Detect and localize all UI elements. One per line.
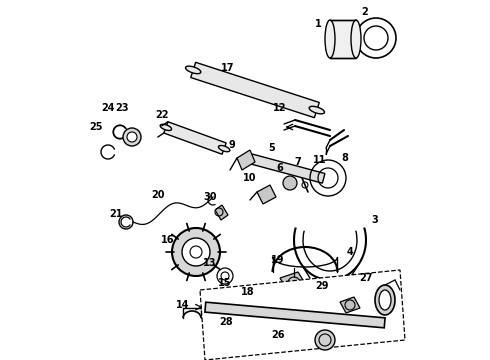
Polygon shape (257, 185, 276, 204)
Polygon shape (249, 298, 275, 319)
Text: 14: 14 (176, 300, 190, 310)
Polygon shape (225, 292, 241, 308)
Text: 12: 12 (273, 103, 287, 113)
Text: 8: 8 (342, 153, 348, 163)
Text: 3: 3 (371, 215, 378, 225)
Polygon shape (340, 297, 360, 313)
Ellipse shape (309, 106, 324, 114)
Ellipse shape (160, 124, 172, 131)
Text: 15: 15 (218, 278, 232, 288)
Text: 19: 19 (271, 255, 285, 265)
Text: 7: 7 (294, 157, 301, 167)
Text: 21: 21 (109, 209, 123, 219)
Ellipse shape (219, 145, 230, 152)
Text: 16: 16 (161, 235, 175, 245)
Text: 9: 9 (229, 140, 235, 150)
Ellipse shape (379, 290, 391, 310)
Text: 11: 11 (313, 155, 327, 165)
Text: 29: 29 (315, 281, 329, 291)
Text: 27: 27 (359, 273, 373, 283)
Polygon shape (205, 302, 385, 328)
Ellipse shape (351, 20, 361, 58)
Text: 26: 26 (271, 330, 285, 340)
Polygon shape (245, 153, 325, 183)
Text: 1: 1 (315, 19, 321, 29)
Text: 23: 23 (115, 103, 129, 113)
Circle shape (172, 228, 220, 276)
Text: 25: 25 (89, 122, 103, 132)
Text: 4: 4 (346, 247, 353, 257)
Polygon shape (191, 62, 319, 118)
Ellipse shape (186, 66, 201, 74)
Ellipse shape (325, 20, 335, 58)
Text: 6: 6 (277, 163, 283, 173)
Circle shape (123, 128, 141, 146)
Text: 13: 13 (203, 258, 217, 268)
Circle shape (283, 176, 297, 190)
Polygon shape (237, 150, 255, 170)
Text: 24: 24 (101, 103, 115, 113)
Text: 18: 18 (241, 287, 255, 297)
Text: 28: 28 (219, 317, 233, 327)
Text: 10: 10 (243, 173, 257, 183)
Circle shape (315, 330, 335, 350)
Polygon shape (215, 205, 228, 220)
Text: 30: 30 (203, 192, 217, 202)
Text: 5: 5 (269, 143, 275, 153)
Polygon shape (280, 272, 308, 294)
Polygon shape (164, 122, 226, 154)
Polygon shape (200, 270, 405, 360)
Polygon shape (330, 20, 356, 58)
Ellipse shape (375, 285, 395, 315)
Text: 22: 22 (155, 110, 169, 120)
Text: 17: 17 (221, 63, 235, 73)
Circle shape (127, 132, 137, 142)
Circle shape (182, 238, 210, 266)
Text: 20: 20 (151, 190, 165, 200)
Text: 2: 2 (362, 7, 368, 17)
